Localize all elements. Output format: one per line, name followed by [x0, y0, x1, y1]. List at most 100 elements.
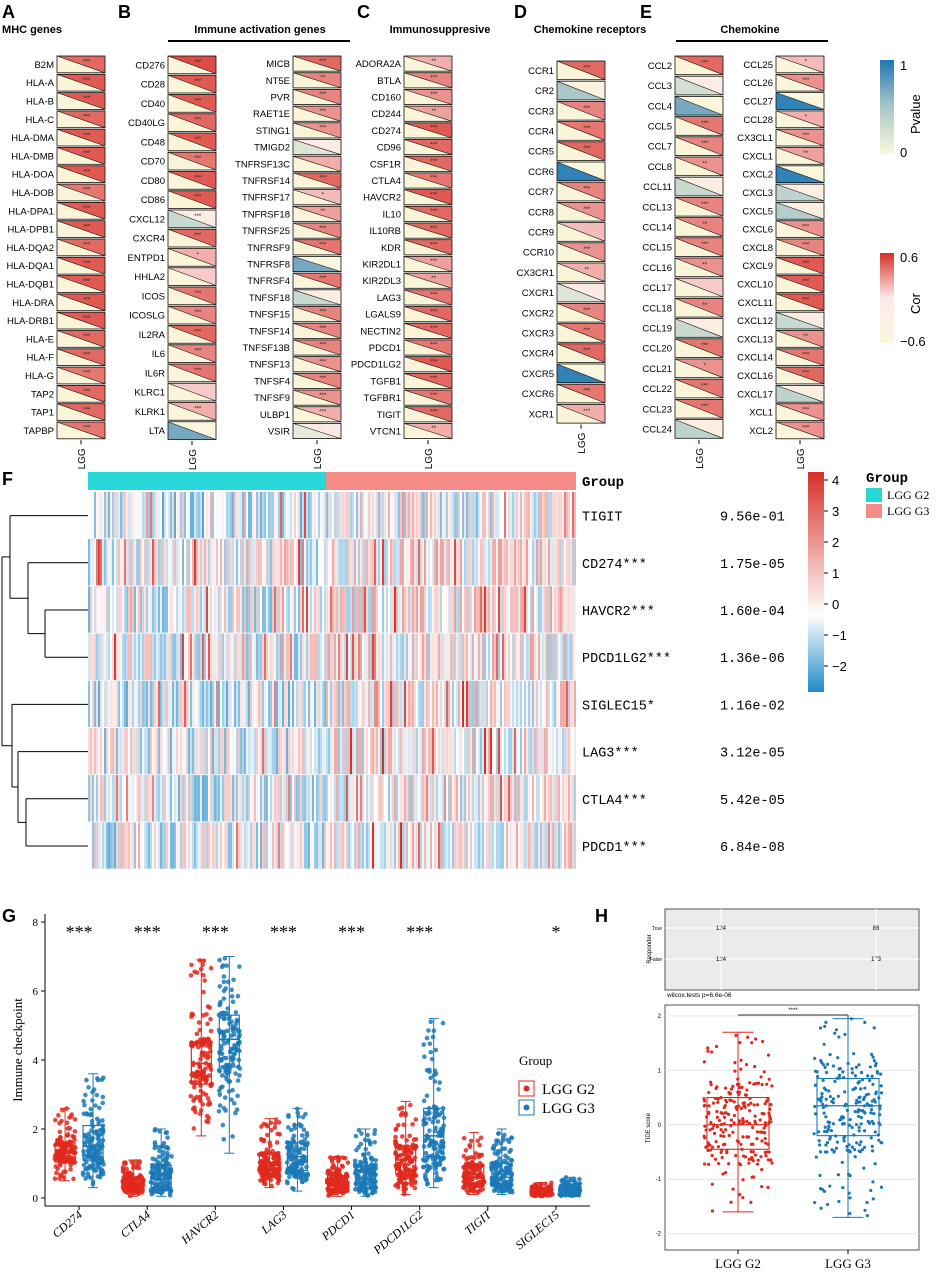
heatmap-cell [118, 586, 120, 633]
heatmap-cell [524, 633, 526, 680]
heatmap-cell [552, 728, 554, 775]
heatmap-cell [470, 775, 472, 822]
heatmap-cell [502, 492, 504, 539]
g-box-cd274-lgg-g2 [52, 1106, 78, 1182]
heatmap-cell [404, 822, 406, 869]
heatmap-cell [304, 492, 306, 539]
sig-mark: *** [430, 92, 438, 98]
cell-diagonal [56, 311, 106, 330]
heatmap-cell [540, 728, 542, 775]
g-point [478, 1135, 484, 1141]
heatmap-cell [542, 728, 544, 775]
heatmap-cell [356, 586, 358, 633]
g-point [85, 1112, 90, 1117]
heatmap-cell [96, 822, 98, 869]
heatmap-cell [274, 822, 276, 869]
g-point [424, 1182, 430, 1187]
heatmap-cell [352, 633, 354, 680]
heatmap-cell [506, 822, 508, 869]
g-point [402, 1162, 408, 1168]
heatmap-cell [304, 822, 306, 869]
heatmap-cell [112, 680, 114, 727]
heatmap-cell [162, 822, 164, 869]
cell-border [292, 306, 342, 323]
heatmap-cell [250, 822, 252, 869]
heatmap-cell [418, 492, 420, 539]
heatmap-cell [494, 492, 496, 539]
heatmap-cell [374, 680, 376, 727]
heatmap-cell [222, 775, 224, 822]
g-point [368, 1155, 374, 1161]
heatmap-cell [212, 775, 214, 822]
heatmap-cell [414, 586, 416, 633]
g-point [269, 1166, 274, 1171]
heatmap-cell [282, 586, 284, 633]
heatmap-cell [356, 822, 358, 869]
heatmap-cell [536, 822, 538, 869]
heatmap-cell [262, 680, 264, 727]
heatmap-cell [568, 775, 570, 822]
heatmap-cell [418, 680, 420, 727]
g-point [430, 1119, 436, 1125]
heatmap-cell [520, 633, 522, 680]
heatmap-cell [170, 728, 172, 775]
heatmap-cell [160, 728, 162, 775]
heatmap-cell [138, 822, 140, 869]
heatmap-cell [174, 633, 176, 680]
heatmap-cell [264, 539, 266, 586]
g-point [423, 1172, 428, 1178]
heatmap-cell [214, 728, 216, 775]
cell-border [556, 222, 606, 242]
g-point [148, 1187, 154, 1193]
g-box-havcr2-lgg-g3 [216, 956, 243, 1154]
g-point [208, 1028, 214, 1034]
heatmap-cell [500, 822, 502, 869]
cell-diagonal [775, 330, 825, 348]
cell-border [167, 228, 217, 248]
gene-label-hla-dpb1: HLA-DPB1 [8, 225, 54, 236]
heatmap-cell [334, 586, 336, 633]
heatmap-cell [430, 539, 432, 586]
heatmap-cell [94, 586, 96, 633]
heatmap-cell [242, 680, 244, 727]
g-point [88, 1138, 93, 1143]
heatmap-cell [206, 539, 208, 586]
heatmap-cell [150, 680, 152, 727]
gene-label-b2m: B2M [34, 60, 54, 71]
heatmap-cell [550, 822, 552, 869]
heatmap-cell [408, 633, 410, 680]
heatmap-cell [508, 539, 510, 586]
heatmap-cell [490, 492, 492, 539]
heatmap-cell [496, 680, 498, 727]
heatmap-cell [104, 586, 106, 633]
heatmap-cell [518, 539, 520, 586]
heatmap-cell [360, 680, 362, 727]
heatmap-cell [130, 586, 132, 633]
g-point [82, 1141, 88, 1147]
g-point [261, 1157, 267, 1163]
heatmap-cell [514, 680, 516, 727]
g-point [230, 1134, 235, 1139]
cell-diagonal [403, 289, 453, 306]
heatmap-cell [280, 775, 282, 822]
sig-mark: *** [319, 243, 327, 249]
heatmap-cell [242, 775, 244, 822]
g-point [398, 1112, 404, 1118]
gene-label-hla-dob: HLA-DOB [12, 188, 54, 199]
heatmap-cell [522, 492, 524, 539]
cell-border [674, 217, 724, 237]
g-point [160, 1157, 166, 1163]
heatmap-cell [244, 539, 246, 586]
heatmap-cell [428, 775, 430, 822]
g-point [432, 1110, 438, 1116]
heatmap-cell [564, 586, 566, 633]
heatmap-cell [194, 728, 196, 775]
heatmap-cell [314, 492, 316, 539]
heatmap-cell [440, 775, 442, 822]
heatmap-cell [300, 539, 302, 586]
sig-mark: *** [83, 60, 91, 66]
heatmap-cell [556, 728, 558, 775]
gene-label-tgfb1: TGFB1 [370, 376, 401, 387]
cell-diagonal [292, 322, 342, 339]
g-point [90, 1182, 96, 1187]
